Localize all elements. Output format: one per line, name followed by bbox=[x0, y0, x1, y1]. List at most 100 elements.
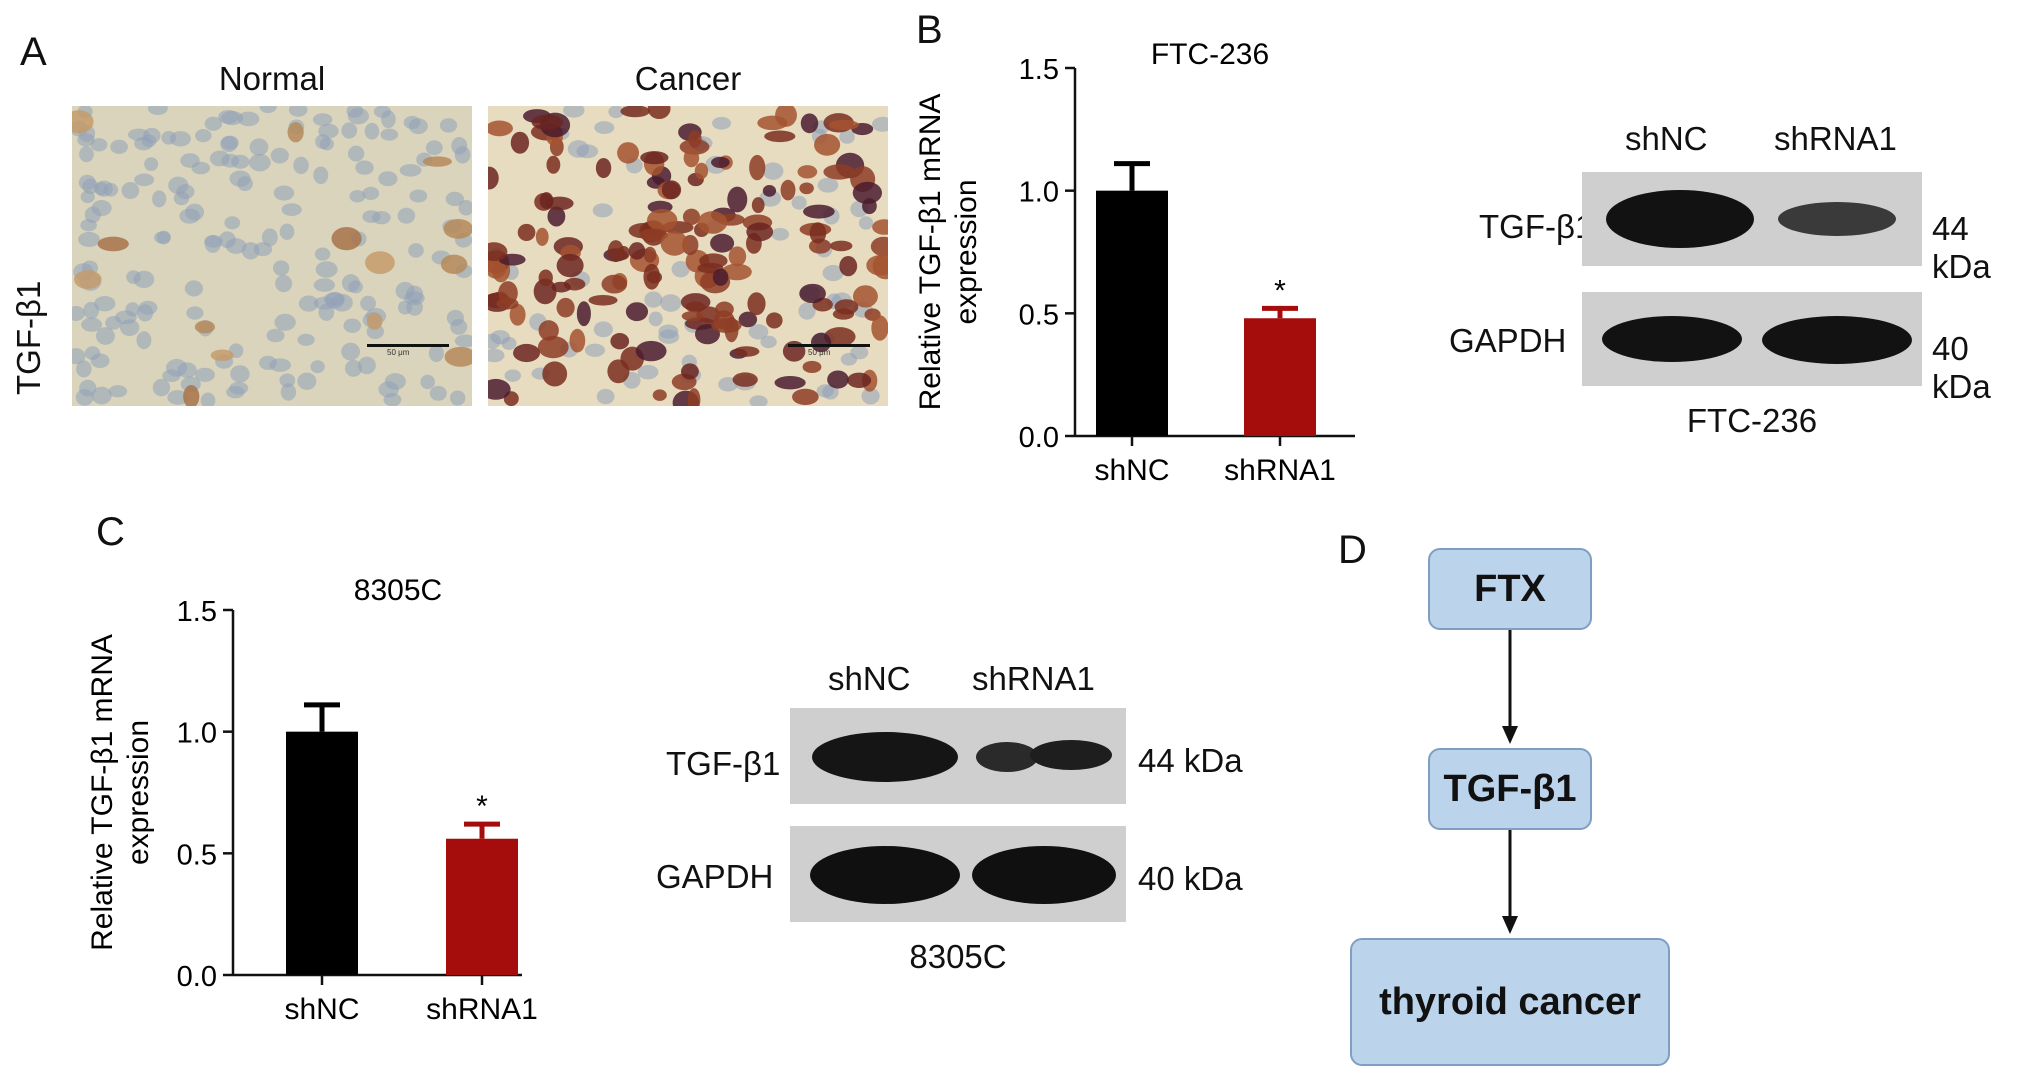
cell-nucleus bbox=[272, 260, 290, 276]
blot-b-lane-shnc: shNC bbox=[1625, 120, 1708, 157]
arrowhead-icon bbox=[1502, 726, 1518, 744]
stained-cell bbox=[732, 372, 758, 387]
cell-nucleus bbox=[168, 176, 189, 195]
cell-nucleus bbox=[760, 335, 777, 349]
stained-cell bbox=[832, 308, 855, 320]
cell-nucleus bbox=[450, 318, 468, 335]
cell-nucleus bbox=[408, 118, 428, 135]
cell-nucleus bbox=[454, 146, 471, 164]
cell-nucleus bbox=[488, 348, 505, 363]
stained-cell bbox=[749, 154, 766, 181]
stained-cell bbox=[488, 120, 513, 137]
cell-nucleus bbox=[114, 310, 137, 325]
stained-cell bbox=[824, 327, 856, 347]
stained-cell bbox=[635, 340, 667, 362]
cell-nucleus bbox=[186, 306, 204, 320]
y-tick-label: 0.5 bbox=[1019, 299, 1059, 331]
blot-c-protein-gapdh: GAPDH bbox=[656, 858, 774, 895]
panel-label-d: D bbox=[1338, 528, 1367, 572]
stained-cell bbox=[803, 204, 835, 219]
blot-b-tgfb1-strip bbox=[1582, 172, 1922, 266]
ihc-normal-image: 50 μm bbox=[72, 106, 472, 406]
cell-nucleus bbox=[226, 385, 245, 399]
cell-nucleus bbox=[273, 185, 295, 201]
cell-nucleus bbox=[362, 186, 380, 200]
stained-cell bbox=[870, 236, 888, 257]
cell-nucleus bbox=[136, 331, 152, 350]
cell-nucleus bbox=[658, 324, 679, 339]
cell-nucleus bbox=[439, 118, 458, 133]
cell-nucleus bbox=[82, 178, 99, 195]
stained-cell bbox=[647, 106, 671, 119]
stained-cell bbox=[556, 253, 584, 278]
cell-nucleus bbox=[378, 171, 398, 187]
cell-nucleus bbox=[314, 247, 331, 261]
cell-nucleus bbox=[95, 180, 113, 197]
stained-cell bbox=[331, 226, 362, 251]
stained-cell bbox=[712, 268, 729, 286]
cell-nucleus bbox=[220, 135, 238, 153]
stained-cell bbox=[569, 328, 586, 353]
blot-b-protein-tgfb1: TGF-β1 bbox=[1479, 208, 1594, 245]
cell-nucleus bbox=[637, 364, 659, 380]
cell-nucleus bbox=[194, 367, 215, 382]
bar-shNC bbox=[286, 731, 358, 975]
stained-cell bbox=[715, 301, 734, 318]
flow-node-tgfb1: TGF-β1 bbox=[1428, 748, 1592, 830]
x-tick-label: shRNA1 bbox=[1224, 454, 1336, 487]
cell-nucleus bbox=[372, 211, 391, 225]
x-tick-label: shNC bbox=[284, 993, 359, 1026]
stained-cell bbox=[764, 130, 796, 143]
cell-nucleus bbox=[395, 281, 415, 300]
cell-nucleus bbox=[138, 300, 158, 315]
blot-c-lane-shrna1: shRNA1 bbox=[972, 660, 1095, 697]
cell-nucleus bbox=[378, 381, 399, 398]
cell-nucleus bbox=[134, 173, 155, 187]
blot-band bbox=[810, 846, 960, 904]
cell-nucleus bbox=[144, 157, 159, 172]
blot-c-size-44: 44 kDa bbox=[1138, 742, 1243, 779]
cell-nucleus bbox=[230, 365, 250, 383]
stained-cell bbox=[685, 301, 706, 313]
cell-nucleus bbox=[83, 301, 100, 320]
stained-cell bbox=[588, 294, 618, 306]
stained-cell bbox=[422, 156, 452, 167]
cell-nucleus bbox=[312, 113, 333, 126]
stained-cell bbox=[517, 223, 536, 241]
stained-cell bbox=[496, 297, 519, 310]
stained-cell bbox=[498, 253, 526, 266]
cell-nucleus bbox=[449, 390, 466, 406]
stained-cell bbox=[699, 253, 728, 269]
cell-nucleus bbox=[644, 291, 663, 308]
blot-band bbox=[972, 846, 1116, 904]
cell-nucleus bbox=[660, 294, 682, 312]
cell-nucleus bbox=[76, 360, 92, 378]
cell-nucleus bbox=[280, 383, 297, 401]
stained-cell bbox=[625, 302, 649, 322]
bar-shRNA1 bbox=[1244, 318, 1316, 436]
cell-nucleus bbox=[347, 145, 365, 162]
arrowhead-icon bbox=[1502, 916, 1518, 934]
cell-nucleus bbox=[594, 121, 615, 135]
blot-band bbox=[1030, 740, 1112, 770]
bar-chart-b: 0.0 0.5 1.0 1.5 shNC * shRNA1 FTC-236 Relative T… bbox=[914, 38, 1355, 487]
cell-nucleus bbox=[297, 372, 317, 390]
ihc-cancer-image: 50 μm bbox=[488, 106, 888, 406]
stained-cell bbox=[680, 363, 699, 380]
stained-cell bbox=[547, 206, 566, 227]
stained-cell bbox=[871, 315, 888, 341]
cell-nucleus bbox=[218, 109, 239, 124]
stained-cell bbox=[628, 242, 646, 260]
chart-title: 8305C bbox=[354, 574, 442, 607]
cell-nucleus bbox=[409, 189, 428, 203]
stained-cell bbox=[639, 228, 668, 242]
blot-b-size-40: 40 kDa bbox=[1932, 330, 1991, 405]
blot-c-gapdh-strip bbox=[790, 826, 1126, 922]
cell-nucleus bbox=[343, 318, 362, 333]
cell-nucleus bbox=[293, 156, 309, 175]
cell-nucleus bbox=[72, 305, 85, 321]
stained-cell bbox=[762, 185, 777, 197]
y-tick-label: 1.5 bbox=[1019, 54, 1059, 86]
stained-cell bbox=[537, 335, 569, 359]
stained-cell bbox=[866, 255, 888, 276]
